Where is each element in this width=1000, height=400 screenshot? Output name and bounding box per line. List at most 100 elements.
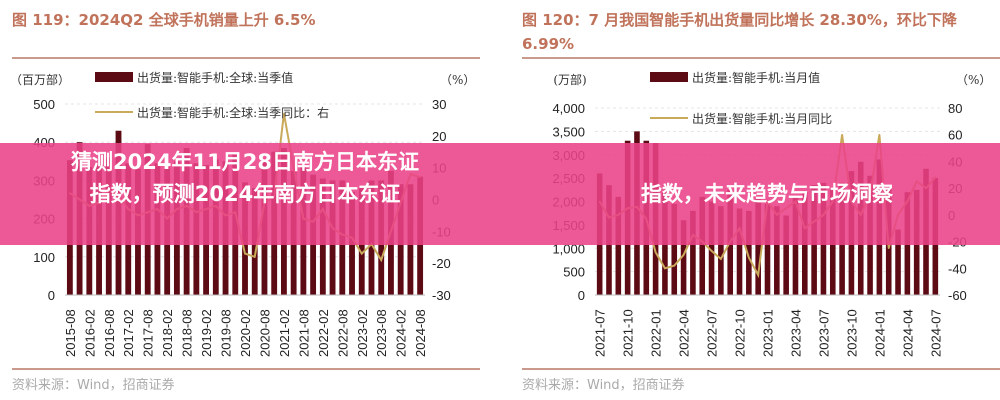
x-tick-label: 2018-02	[160, 309, 175, 357]
x-tick-label: 2016-02	[82, 309, 97, 357]
divider	[522, 57, 1000, 59]
y2-tick-label: -60	[948, 288, 967, 303]
divider	[522, 368, 1000, 370]
left-axis-unit: (万部)	[553, 72, 586, 87]
legend-bar-label: 出货量:智能手机:全球:当季值	[137, 70, 293, 85]
source-label: 资料来源：Wind，招商证券	[12, 378, 175, 393]
y2-tick-label: 80	[948, 101, 962, 116]
x-tick-label: 2016-08	[102, 309, 117, 357]
y2-tick-label: -20	[432, 256, 451, 271]
line-point	[253, 255, 256, 258]
line-point	[360, 252, 363, 255]
headline-banner: 猜测2024年11月28日南方日本东证指数，预测2024年南方日本东证 指数，未…	[0, 143, 1000, 245]
legend-line-label: 出货量:智能手机:当月同比	[692, 111, 832, 126]
legend-bar-swatch	[650, 72, 688, 82]
right-axis-unit: （%）	[440, 73, 475, 87]
x-tick-label: 2022-01	[649, 309, 664, 357]
line-point	[654, 251, 657, 254]
bar	[755, 199, 761, 295]
y-tick-label: 3,500	[552, 124, 585, 139]
bar	[718, 206, 724, 295]
line-point	[380, 259, 383, 261]
line-point	[841, 133, 843, 136]
x-tick-label: 2024-07	[928, 309, 943, 357]
line-point	[673, 264, 676, 267]
bar	[783, 215, 789, 295]
x-tick-label: 2022-08	[335, 309, 350, 357]
line-point	[710, 250, 713, 252]
y-tick-label: 500	[33, 97, 55, 112]
y-tick-label: 1,000	[552, 241, 585, 256]
y2-tick-label: 20	[432, 129, 446, 144]
divider	[12, 57, 480, 59]
left-axis-unit: （百万部）	[10, 72, 70, 87]
x-tick-label: 2023-01	[761, 309, 776, 357]
line-point	[664, 267, 666, 270]
headline-line-2: 指数，未来趋势与市场洞察	[641, 182, 893, 206]
bar	[699, 196, 706, 295]
y2-tick-label: -40	[948, 261, 967, 276]
x-tick-label: 2019-08	[219, 309, 234, 357]
chart-title: 图 120：7 月我国智能手机出货量同比增长 28.30%，环比下降 6.99%	[522, 11, 957, 53]
y-tick-label: 100	[33, 250, 55, 265]
bar	[746, 210, 752, 295]
line-point	[878, 133, 881, 136]
line-point	[748, 256, 750, 259]
bar	[615, 196, 622, 295]
bar	[792, 196, 799, 295]
chart-title: 图 119：2024Q2 全球手机销量上升 6.5%	[12, 11, 316, 29]
divider	[12, 368, 480, 370]
bar	[671, 203, 678, 295]
line-point	[283, 112, 285, 115]
x-tick-label: 2024-02	[394, 309, 409, 357]
x-tick-label: 2019-02	[199, 309, 214, 357]
y-tick-label: 4,000	[552, 101, 585, 116]
x-tick-label: 2023-07	[816, 309, 831, 357]
x-tick-label: 2021-10	[621, 309, 636, 357]
x-tick-label: 2023-10	[844, 309, 859, 357]
x-tick-label: 2024-08	[413, 309, 428, 357]
right-axis-unit: （%）	[956, 73, 991, 87]
legend-bar-swatch	[95, 72, 133, 82]
line-point	[682, 254, 685, 256]
bar	[690, 210, 696, 295]
bar	[774, 206, 780, 295]
y2-tick-label: 60	[948, 128, 962, 143]
x-tick-label: 2024-01	[872, 309, 887, 357]
bar	[764, 203, 771, 295]
x-tick-label: 2022-10	[733, 309, 748, 357]
x-tick-label: 2021-08	[296, 309, 311, 357]
line-point	[887, 247, 890, 250]
line-point	[244, 252, 246, 255]
x-tick-label: 2022-07	[705, 309, 720, 357]
y2-tick-label: -30	[432, 288, 451, 303]
x-tick-label: 2020-02	[238, 309, 253, 357]
y-tick-label: 0	[48, 288, 55, 303]
y-tick-label: 0	[578, 288, 585, 303]
x-tick-label: 2020-08	[257, 309, 272, 357]
x-tick-label: 2017-08	[141, 309, 156, 357]
bar	[708, 201, 715, 295]
legend-line-label: 出货量:智能手机:全球:当季同比：右	[137, 105, 329, 120]
x-tick-label: 2017-02	[121, 309, 136, 357]
x-tick-label: 2023-02	[355, 309, 370, 357]
x-tick-label: 2022-02	[316, 309, 331, 357]
headline-line-1: 猜测2024年11月28日南方日本东证指数，预测2024年南方日本东证	[71, 150, 419, 206]
x-tick-label: 2021-02	[277, 309, 292, 357]
x-tick-label: 2015-08	[63, 309, 78, 357]
legend-bar-label: 出货量:智能手机:当月值	[692, 70, 820, 85]
x-tick-label: 2023-08	[374, 309, 389, 357]
bar	[680, 220, 687, 295]
bar	[736, 208, 743, 295]
x-tick-label: 2018-08	[180, 309, 195, 357]
x-tick-label: 2021-07	[593, 309, 608, 357]
line-point	[720, 258, 722, 260]
source-label: 资料来源：Wind，招商证券	[522, 378, 685, 393]
x-tick-label: 2022-04	[677, 309, 692, 357]
x-tick-label: 2024-04	[900, 309, 915, 357]
y-tick-label: 500	[563, 265, 585, 280]
bar	[895, 229, 901, 295]
line-point	[757, 274, 759, 276]
x-tick-label: 2023-04	[788, 309, 803, 357]
y2-tick-label: 30	[432, 97, 446, 112]
